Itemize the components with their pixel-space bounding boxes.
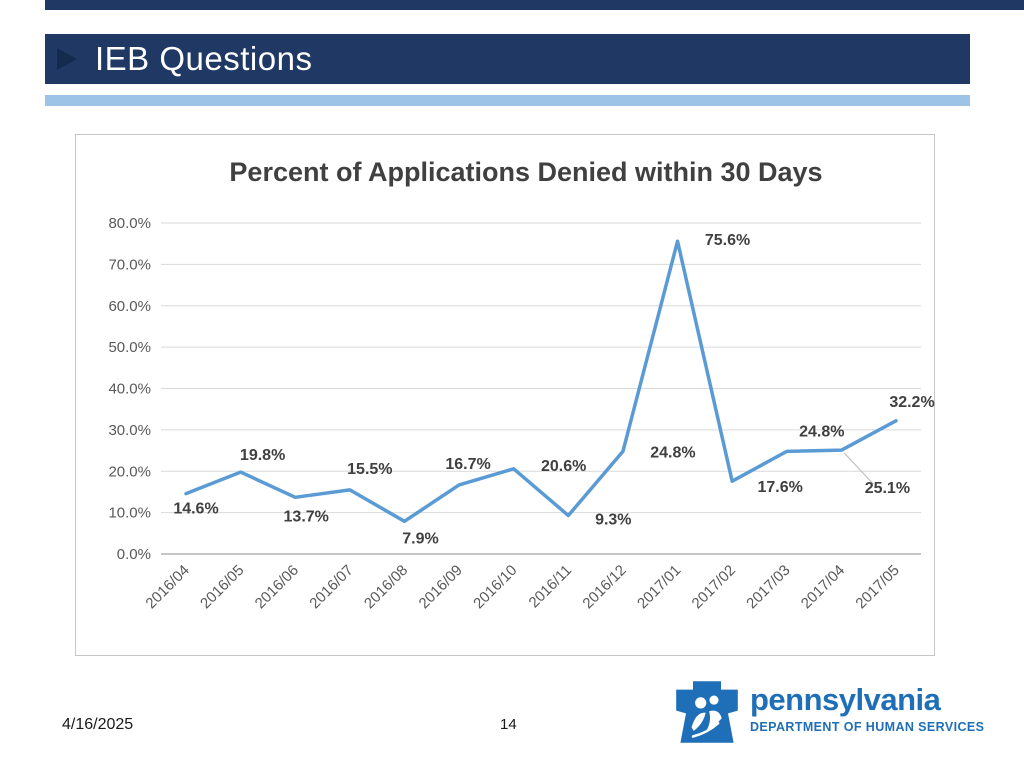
data-label: 16.7% [445,456,490,473]
line-chart: Percent of Applications Denied within 30… [108,157,934,612]
y-axis-tick-label: 0.0% [117,546,151,563]
logo-text-block: pennsylvania DEPARTMENT OF HUMAN SERVICE… [750,684,984,734]
data-label: 20.6% [541,458,586,475]
x-axis-tick-label: 2016/05 [197,562,247,612]
slide-date: 4/16/2025 [62,716,134,733]
callout-leader-line [843,452,874,485]
top-accent-bar [45,0,1024,10]
y-axis-tick-label: 40.0% [108,381,151,398]
logo-wordmark: pennsylvania [750,682,941,717]
x-axis-tick-label: 2016/07 [306,562,356,612]
data-label: 75.6% [705,232,750,249]
logo-subtitle: DEPARTMENT OF HUMAN SERVICES [750,720,985,734]
data-label: 15.5% [347,461,392,478]
y-axis-tick-label: 70.0% [108,256,151,273]
y-axis-tick-label: 30.0% [108,422,151,439]
chevron-right-icon [57,48,77,70]
x-axis-tick-label: 2016/10 [470,562,520,612]
data-label: 19.8% [240,447,285,464]
x-axis-tick-label: 2017/04 [798,562,848,612]
x-axis-tick-label: 2016/12 [579,562,629,612]
x-axis-tick-label: 2016/08 [361,562,411,612]
y-axis-tick-label: 10.0% [108,505,151,522]
x-axis-tick-label: 2016/04 [142,562,192,612]
data-label: 25.1% [865,480,910,497]
chart-container: Percent of Applications Denied within 30… [75,134,935,656]
x-axis-tick-label: 2016/11 [526,562,576,612]
data-label: 32.2% [889,394,934,411]
y-axis-tick-label: 50.0% [108,339,151,356]
data-label: 7.9% [402,530,438,547]
y-axis-tick-label: 20.0% [108,463,151,480]
slide-header: IEB Questions [45,34,970,84]
data-line [184,239,898,524]
x-axis-tick-label: 2017/02 [689,562,739,612]
x-axis-tick-label: 2017/05 [852,562,902,612]
y-axis-tick-label: 80.0% [108,215,151,232]
page-number: 14 [500,716,517,733]
x-axis-tick-label: 2017/03 [743,562,793,612]
header-underline-bar [45,95,970,106]
x-axis-tick-label: 2016/06 [252,562,302,612]
data-label: 17.6% [757,479,802,496]
data-label: 9.3% [595,512,631,529]
data-label: 13.7% [284,508,329,525]
data-label: 24.8% [650,444,695,461]
data-label: 24.8% [799,423,844,440]
slide-title: IEB Questions [95,40,313,77]
y-axis-tick-label: 60.0% [108,298,151,315]
data-label: 14.6% [173,501,218,518]
keystone-icon [676,681,738,743]
pa-dhs-logo: pennsylvania DEPARTMENT OF HUMAN SERVICE… [672,676,984,748]
chart-title: Percent of Applications Denied within 30… [229,157,822,187]
x-axis-tick-label: 2016/09 [416,562,466,612]
x-axis-tick-label: 2017/01 [634,562,684,612]
